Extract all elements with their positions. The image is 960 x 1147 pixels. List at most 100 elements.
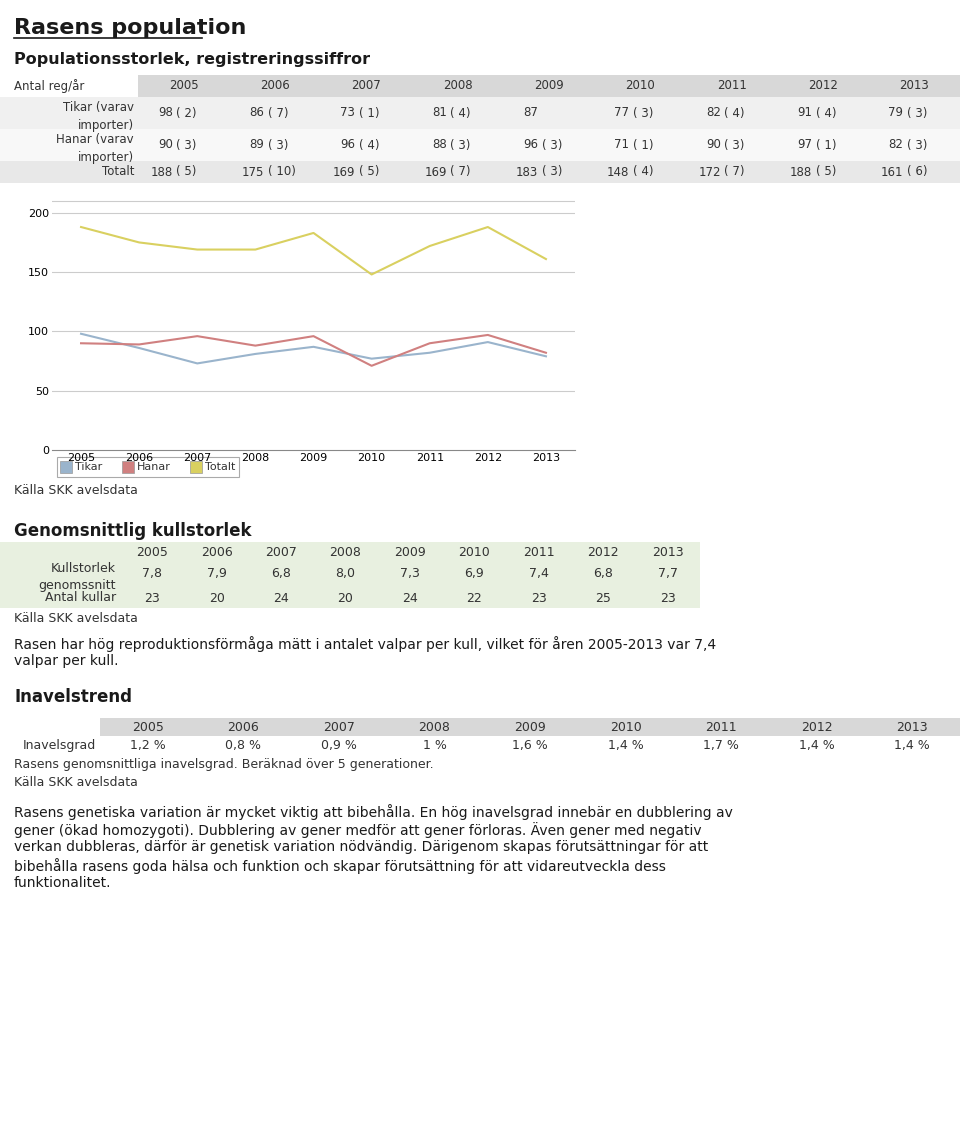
Text: 91: 91 (797, 107, 812, 119)
Text: Antal reg/år: Antal reg/år (14, 79, 84, 93)
Text: ( 7): ( 7) (450, 165, 470, 179)
Text: 7,3: 7,3 (400, 568, 420, 580)
Text: Genomsnittlig kullstorlek: Genomsnittlig kullstorlek (14, 522, 252, 540)
Text: Kullstorlek
genomssnitt: Kullstorlek genomssnitt (38, 562, 116, 592)
Text: ( 1): ( 1) (816, 139, 836, 151)
Text: Rasen har hög reproduktionsförmåga mätt i antalet valpar per kull, vilket för år: Rasen har hög reproduktionsförmåga mätt … (14, 635, 716, 651)
Text: 0,9 %: 0,9 % (321, 739, 357, 752)
Text: ( 3): ( 3) (541, 139, 562, 151)
Text: 0,8 %: 0,8 % (226, 739, 261, 752)
Bar (138, 75, 960, 97)
Bar (57, 457, 239, 477)
Text: ( 2): ( 2) (177, 107, 197, 119)
Text: 175: 175 (242, 165, 264, 179)
Text: Antal kullar: Antal kullar (45, 591, 116, 604)
Text: 7,9: 7,9 (206, 568, 227, 580)
Text: 1,7 %: 1,7 % (703, 739, 739, 752)
Text: ( 7): ( 7) (725, 165, 745, 179)
Text: 23: 23 (144, 592, 160, 604)
Text: 20: 20 (338, 592, 353, 604)
Text: Källa SKK avelsdata: Källa SKK avelsdata (14, 484, 138, 497)
Text: 2011: 2011 (717, 79, 747, 92)
Text: 96: 96 (523, 139, 538, 151)
Text: bibehålla rasens goda hälsa och funktion och skapar förutsättning för att vidare: bibehålla rasens goda hälsa och funktion… (14, 858, 666, 874)
Text: 2009: 2009 (515, 721, 546, 734)
Text: 96: 96 (341, 139, 355, 151)
Text: verkan dubbleras, därför är genetisk variation nödvändig. Därigenom skapas förut: verkan dubbleras, därför är genetisk var… (14, 840, 708, 855)
Text: Hanar (varav
importer): Hanar (varav importer) (57, 133, 134, 164)
Text: 20: 20 (208, 592, 225, 604)
Text: 2008: 2008 (443, 79, 472, 92)
Text: Inavelstrend: Inavelstrend (14, 688, 132, 707)
Text: ( 3): ( 3) (541, 165, 562, 179)
Text: 2010: 2010 (610, 721, 641, 734)
Text: 2009: 2009 (534, 79, 564, 92)
Text: 2006: 2006 (260, 79, 290, 92)
Text: ( 6): ( 6) (907, 165, 927, 179)
Text: Rasens genomsnittliga inavelsgrad. Beräknad över 5 generationer.: Rasens genomsnittliga inavelsgrad. Beräk… (14, 758, 434, 771)
Text: 24: 24 (274, 592, 289, 604)
Text: ( 5): ( 5) (177, 165, 197, 179)
Text: 148: 148 (607, 165, 630, 179)
Text: 2010: 2010 (626, 79, 656, 92)
Text: 8,0: 8,0 (336, 568, 355, 580)
Text: gener (ökad homozygoti). Dubblering av gener medför att gener förloras. Även gen: gener (ökad homozygoti). Dubblering av g… (14, 822, 702, 838)
Text: 82: 82 (889, 139, 903, 151)
Bar (122, 461, 134, 473)
Text: 172: 172 (698, 165, 721, 179)
Text: 2007: 2007 (265, 546, 297, 559)
Text: 90: 90 (157, 139, 173, 151)
Bar (0, 97, 960, 128)
Text: ( 4): ( 4) (816, 107, 836, 119)
Text: 1 %: 1 % (422, 739, 446, 752)
Text: Tikar (varav
importer): Tikar (varav importer) (63, 101, 134, 132)
Text: ( 10): ( 10) (268, 165, 296, 179)
Text: ( 3): ( 3) (725, 139, 745, 151)
Text: 90: 90 (706, 139, 721, 151)
Text: 2008: 2008 (329, 546, 362, 559)
Text: 2007: 2007 (351, 79, 381, 92)
Text: 88: 88 (432, 139, 446, 151)
Text: 169: 169 (333, 165, 355, 179)
Text: ( 4): ( 4) (359, 139, 379, 151)
Bar (100, 718, 960, 736)
Bar (0, 543, 700, 608)
Text: 2012: 2012 (588, 546, 619, 559)
Text: 2011: 2011 (523, 546, 555, 559)
Text: Totalt: Totalt (205, 462, 235, 473)
Bar (0, 128, 960, 161)
Text: funktionalitet.: funktionalitet. (14, 876, 111, 890)
Text: 79: 79 (888, 107, 903, 119)
Text: 7,7: 7,7 (658, 568, 678, 580)
Text: ( 5): ( 5) (359, 165, 379, 179)
Text: 161: 161 (881, 165, 903, 179)
Text: ( 4): ( 4) (725, 107, 745, 119)
Text: 1,6 %: 1,6 % (512, 739, 548, 752)
Text: Tikar: Tikar (75, 462, 103, 473)
Text: 1,2 %: 1,2 % (130, 739, 166, 752)
Text: 2013: 2013 (900, 79, 929, 92)
Text: 1,4 %: 1,4 % (799, 739, 834, 752)
Text: 2011: 2011 (706, 721, 737, 734)
Text: 2005: 2005 (136, 546, 168, 559)
Text: ( 5): ( 5) (816, 165, 836, 179)
Text: 2007: 2007 (323, 721, 355, 734)
Text: 169: 169 (424, 165, 446, 179)
Text: 188: 188 (790, 165, 812, 179)
Text: 6,9: 6,9 (465, 568, 484, 580)
Text: Totalt: Totalt (102, 165, 134, 178)
Text: ( 3): ( 3) (633, 107, 654, 119)
Text: 98: 98 (157, 107, 173, 119)
Text: Rasens population: Rasens population (14, 18, 247, 38)
Text: 2006: 2006 (201, 546, 232, 559)
Text: 77: 77 (614, 107, 630, 119)
Text: 2013: 2013 (652, 546, 684, 559)
Text: 2009: 2009 (395, 546, 426, 559)
Text: ( 4): ( 4) (450, 107, 470, 119)
Text: 2010: 2010 (459, 546, 491, 559)
Bar (0, 161, 960, 184)
Text: 97: 97 (797, 139, 812, 151)
Text: 22: 22 (467, 592, 482, 604)
Text: 87: 87 (523, 107, 538, 119)
Text: 81: 81 (432, 107, 446, 119)
